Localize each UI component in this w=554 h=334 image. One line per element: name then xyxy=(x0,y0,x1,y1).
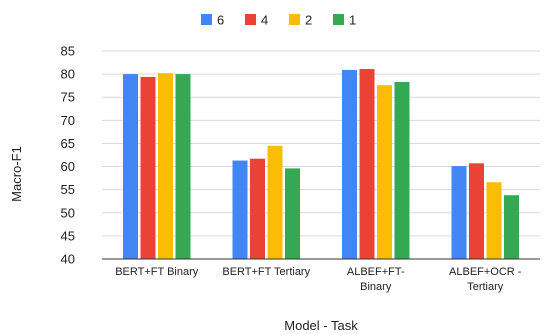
legend-label: 6 xyxy=(217,13,224,28)
y-tick-label: 55 xyxy=(61,182,75,197)
bar-series-6 xyxy=(123,74,138,259)
legend-swatch-4 xyxy=(245,14,256,25)
y-tick-label: 80 xyxy=(61,67,75,82)
y-axis-title: Macro-F1 xyxy=(9,146,24,202)
y-tick-label: 45 xyxy=(61,228,75,243)
bar-series-2 xyxy=(267,145,283,259)
legend-label: 1 xyxy=(349,13,356,28)
bar-series-4 xyxy=(359,69,375,259)
bar-series-4 xyxy=(140,76,156,259)
x-axis-ticks: BERT+FT Binary BERT+FT Tertiary ALBEF+FT-B… xyxy=(115,266,522,293)
y-tick-label: 40 xyxy=(61,252,75,267)
legend-swatch-6 xyxy=(201,14,212,25)
legend-label: 4 xyxy=(261,13,268,28)
bar-series-6 xyxy=(451,166,467,259)
bar-series-1 xyxy=(285,168,300,259)
x-tick-label: BERT+FT Binary xyxy=(115,266,199,278)
y-tick-label: 85 xyxy=(61,44,75,59)
y-tick-label: 60 xyxy=(61,159,75,174)
legend-label: 2 xyxy=(305,13,312,28)
bar-series-4 xyxy=(469,163,484,259)
legend: 6 4 2 1 xyxy=(201,13,356,28)
bar-series-1 xyxy=(175,74,191,259)
y-tick-label: 75 xyxy=(61,90,75,105)
y-tick-label: 70 xyxy=(61,113,75,128)
y-axis-ticks: 40 45 50 55 60 65 70 75 80 85 xyxy=(61,44,75,267)
bars xyxy=(123,69,519,260)
bar-series-1 xyxy=(504,195,519,259)
bar-series-1 xyxy=(394,81,410,259)
gridlines xyxy=(102,50,540,237)
bar-series-6 xyxy=(342,69,357,259)
bar-series-2 xyxy=(158,73,173,259)
legend-swatch-2 xyxy=(289,14,300,25)
y-tick-label: 50 xyxy=(61,205,75,220)
bar-series-6 xyxy=(232,160,248,259)
x-tick-label: BERT+FT Tertiary xyxy=(222,266,310,278)
y-tick-label: 65 xyxy=(61,136,75,151)
x-tick-label: ALBEF+OCR -Tertiary xyxy=(449,266,522,293)
bar-series-4 xyxy=(250,158,265,259)
x-axis-title: Model - Task xyxy=(284,318,358,333)
bar-series-2 xyxy=(486,182,502,259)
bar-series-2 xyxy=(377,85,392,260)
x-tick-label: ALBEF+FT-Binary xyxy=(347,266,405,293)
legend-swatch-1 xyxy=(333,14,344,25)
